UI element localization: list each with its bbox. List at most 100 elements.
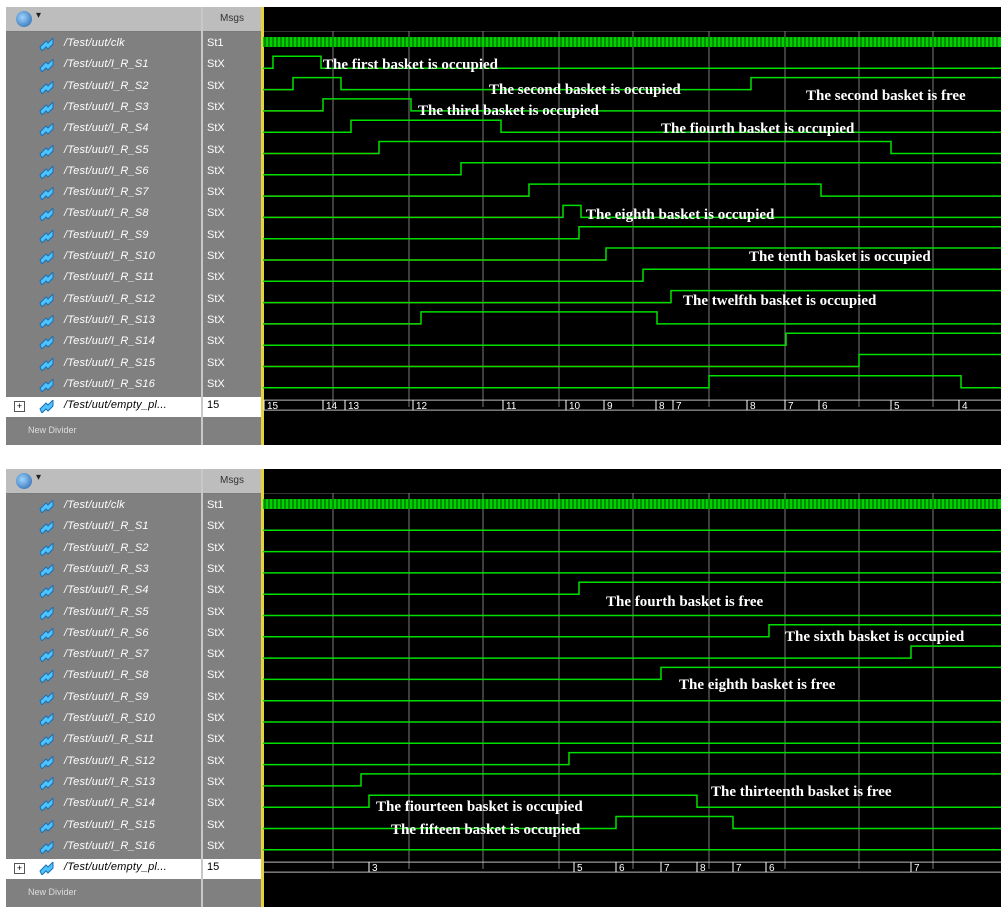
column-splitter[interactable] [201, 7, 203, 445]
signal-row[interactable]: /Test/uut/I_R_S5 [6, 604, 201, 624]
signal-row[interactable]: /Test/uut/I_R_S16 [6, 376, 201, 396]
divider-label: New Divider [28, 887, 77, 898]
signal-row[interactable]: /Test/uut/I_R_S16 [6, 838, 201, 858]
expand-icon[interactable]: + [14, 401, 25, 413]
signal-wave [263, 666, 1001, 681]
signal-icon [39, 798, 54, 812]
globe-icon[interactable] [16, 473, 32, 489]
waveform-canvas[interactable]: 3 5 6 7 8 7 6 7 The fourth basket is free The six… [261, 469, 1001, 907]
signal-value: StX [207, 733, 225, 746]
signal-row[interactable]: /Test/uut/I_R_S9 [6, 689, 201, 709]
signal-row[interactable]: /Test/uut/I_R_S3 [6, 99, 201, 119]
expand-icon[interactable]: + [14, 863, 25, 875]
signal-wave [263, 815, 1001, 830]
signal-row[interactable]: /Test/uut/I_R_S11 [6, 269, 201, 289]
signal-row[interactable]: /Test/uut/I_R_S8 [6, 205, 201, 225]
signal-name: /Test/uut/I_R_S12 [64, 292, 156, 305]
signal-row[interactable]: /Test/uut/I_R_S15 [6, 817, 201, 837]
signal-icon [39, 691, 54, 705]
signal-row[interactable]: /Test/uut/clk [6, 497, 201, 517]
signal-name: /Test/uut/I_R_S9 [64, 228, 149, 241]
signal-name: /Test/uut/I_R_S1 [64, 520, 149, 533]
signal-value: 15 [207, 399, 220, 412]
signal-name: /Test/uut/I_R_S3 [64, 100, 149, 113]
signal-row[interactable]: /Test/uut/I_R_S6 [6, 163, 201, 183]
waveform-area[interactable]: 15 14 13 12 11 10 9 8 7 8 7 6 5 4 The first basket is … [261, 7, 1001, 445]
bus-signal-row[interactable]: + /Test/uut/empty_pl... [6, 859, 201, 880]
signal-value-row: StX [203, 817, 261, 837]
signal-row[interactable]: /Test/uut/I_R_S7 [6, 184, 201, 204]
signal-row[interactable]: /Test/uut/I_R_S5 [6, 142, 201, 162]
signal-row[interactable]: /Test/uut/I_R_S10 [6, 248, 201, 268]
signal-row[interactable]: /Test/uut/I_R_S14 [6, 333, 201, 353]
signal-icon [39, 627, 54, 641]
signal-icon [39, 357, 54, 371]
column-splitter[interactable] [201, 469, 203, 907]
signal-name: /Test/uut/I_R_S9 [64, 690, 149, 703]
value-column: Msgs St1 StX StX StX StX StX StX StX StX StX StX St… [203, 469, 261, 907]
signal-row[interactable]: /Test/uut/I_R_S14 [6, 795, 201, 815]
signal-value-row: St1 [203, 35, 261, 55]
globe-icon[interactable] [16, 11, 32, 27]
chevron-down-icon[interactable]: ▾ [36, 472, 42, 483]
signal-row[interactable]: /Test/uut/I_R_S12 [6, 753, 201, 773]
signal-row[interactable]: /Test/uut/I_R_S4 [6, 120, 201, 140]
signal-row[interactable]: /Test/uut/I_R_S13 [6, 312, 201, 332]
signal-row[interactable]: /Test/uut/I_R_S7 [6, 646, 201, 666]
signal-value: StX [207, 186, 225, 199]
waveform-area[interactable]: 3 5 6 7 8 7 6 7 The fourth basket is free The six… [261, 469, 1001, 907]
signal-value-row: StX [203, 312, 261, 332]
signal-row[interactable]: /Test/uut/I_R_S15 [6, 355, 201, 375]
wave-panel-bottom: ▾ /Test/uut/clk/Test/uut/I_R_S1/Test/uut… [6, 469, 1001, 907]
signal-name: /Test/uut/I_R_S4 [64, 584, 149, 597]
signal-row[interactable]: /Test/uut/I_R_S3 [6, 561, 201, 581]
bus-icon [39, 400, 54, 414]
signal-row[interactable]: /Test/uut/I_R_S2 [6, 540, 201, 560]
bus-value-label: 8 [659, 401, 665, 412]
signal-value: StX [207, 839, 225, 852]
signal-row[interactable]: /Test/uut/I_R_S1 [6, 518, 201, 538]
signal-name: /Test/uut/clk [64, 37, 125, 49]
signal-name: /Test/uut/I_R_S8 [64, 207, 149, 220]
signal-row[interactable]: /Test/uut/I_R_S12 [6, 291, 201, 311]
signal-row[interactable]: /Test/uut/I_R_S13 [6, 774, 201, 794]
bus-value-label: 8 [700, 863, 706, 874]
annotation-label: The eighth basket is free [679, 677, 836, 693]
signal-name: /Test/uut/I_R_S13 [64, 313, 156, 326]
signal-row[interactable]: /Test/uut/I_R_S9 [6, 227, 201, 247]
signal-icon [39, 521, 54, 535]
signal-value-row: StX [203, 205, 261, 225]
signal-row[interactable]: /Test/uut/clk [6, 35, 201, 55]
signal-icon [39, 819, 54, 833]
signal-value-row: StX [203, 99, 261, 119]
bus-value-label: 7 [736, 863, 742, 874]
signal-row[interactable]: /Test/uut/I_R_S6 [6, 625, 201, 645]
annotation-label: The third basket is occupied [418, 103, 600, 119]
signal-value: StX [207, 164, 225, 177]
signal-value: StX [207, 377, 225, 390]
signal-value-row: StX [203, 582, 261, 602]
signal-wave [263, 581, 1001, 595]
signal-icon [39, 123, 54, 137]
signal-name-column: ▾ /Test/uut/clk/Test/uut/I_R_S1/Test/uut… [6, 469, 201, 907]
signal-row[interactable]: /Test/uut/I_R_S1 [6, 56, 201, 76]
signal-name: /Test/uut/empty_pl... [64, 399, 167, 412]
chevron-down-icon[interactable]: ▾ [36, 10, 42, 21]
signal-name: /Test/uut/I_R_S11 [64, 733, 155, 746]
bus-value-label: 8 [750, 401, 756, 412]
time-cursor[interactable] [261, 469, 264, 907]
time-cursor[interactable] [261, 7, 264, 445]
bus-signal-row[interactable]: + /Test/uut/empty_pl... [6, 397, 201, 418]
signal-row[interactable]: /Test/uut/I_R_S4 [6, 582, 201, 602]
signal-wave [263, 645, 1001, 659]
signal-row[interactable]: /Test/uut/I_R_S2 [6, 78, 201, 98]
signal-value-row: StX [203, 710, 261, 730]
signal-icon [39, 38, 54, 51]
signal-row[interactable]: /Test/uut/I_R_S10 [6, 710, 201, 730]
signal-wave [263, 268, 1001, 283]
signal-row[interactable]: /Test/uut/I_R_S8 [6, 667, 201, 687]
signal-row[interactable]: /Test/uut/I_R_S11 [6, 731, 201, 751]
signal-icon [39, 80, 54, 94]
value-column: Msgs St1 StX StX StX StX StX StX StX StX StX StX St… [203, 7, 261, 445]
